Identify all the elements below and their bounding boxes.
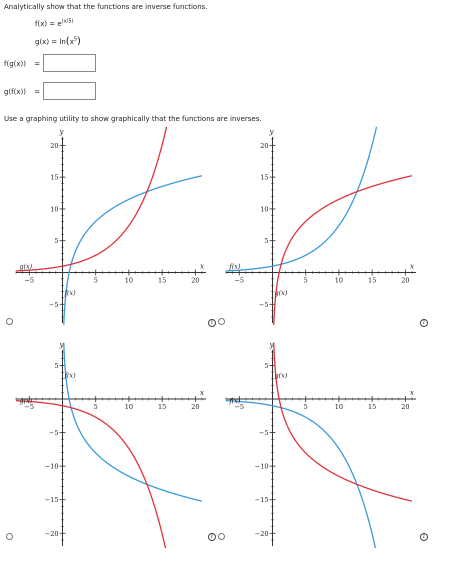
- curve-fx: [63, 175, 203, 325]
- x-tick-label: 10: [335, 403, 343, 411]
- question-prompt: Analytically show that the functions are…: [4, 3, 208, 11]
- x-tick-label: 15: [368, 403, 376, 411]
- f-label: f(x): [35, 20, 48, 28]
- gf-answer-input[interactable]: [43, 82, 96, 100]
- g-curve-label: g(x): [19, 397, 32, 405]
- g-curve-label: g(x): [19, 263, 32, 271]
- y-tick-label: −20: [255, 530, 269, 538]
- y-tick-label: −5: [259, 429, 269, 437]
- y-axis-label: y: [59, 128, 65, 136]
- curve-fx: [63, 342, 203, 502]
- x-tick-label: 10: [125, 403, 133, 411]
- x-tick-label: 10: [125, 277, 133, 285]
- x-axis-label: x: [410, 389, 414, 397]
- y-tick-label: 20: [50, 142, 58, 150]
- f-curve-label: f(x): [63, 372, 76, 380]
- y-tick-label: −5: [49, 301, 59, 309]
- x-axis-label: x: [200, 263, 204, 271]
- y-axis-label: y: [59, 341, 65, 349]
- gf-equals: =: [34, 88, 41, 96]
- f-exponent: (x/5): [61, 18, 74, 25]
- g-prefix: ln: [59, 38, 66, 46]
- y-tick-label: −20: [45, 530, 59, 538]
- g-label: g(x): [35, 38, 50, 46]
- g-curve-label: g(x): [274, 289, 287, 297]
- x-tick-label: 20: [401, 277, 409, 285]
- curve-gx: [273, 342, 413, 502]
- y-tick-label: 5: [264, 362, 268, 370]
- x-tick-label: 20: [191, 277, 199, 285]
- y-axis-label: y: [269, 128, 275, 136]
- y-tick-label: 15: [50, 174, 58, 182]
- y-tick-label: 10: [50, 205, 58, 213]
- fg-answer-input[interactable]: [43, 54, 96, 72]
- info-icon[interactable]: i: [208, 319, 216, 327]
- x-tick-label: 20: [191, 403, 199, 411]
- x-tick-label: 15: [368, 277, 376, 285]
- f-curve-label: f(x): [63, 289, 76, 297]
- y-tick-label: −5: [259, 301, 269, 309]
- g-definition: g(x) = ln(x5): [35, 36, 81, 47]
- info-icon[interactable]: i: [208, 533, 216, 541]
- curve-fx: [226, 400, 377, 548]
- fg-label: f(g(x)): [4, 60, 26, 68]
- y-tick-label: 10: [260, 205, 268, 213]
- fg-equals: =: [34, 60, 41, 68]
- answer-row-gf: g(f(x)) =: [4, 88, 40, 96]
- f-equals: =: [49, 20, 56, 28]
- radio-button-top-left[interactable]: [6, 318, 13, 325]
- y-tick-label: −15: [255, 496, 269, 504]
- graph-option-top-right: x y −5 5 10 15 20 −5 5 10 15 20 f(x) g(x): [225, 126, 416, 325]
- x-axis-label: x: [410, 263, 414, 271]
- y-tick-label: −10: [45, 463, 59, 471]
- f-curve-label: f(x): [228, 263, 241, 271]
- curve-gx: [16, 126, 168, 272]
- g-arg-exp: 5: [73, 36, 78, 43]
- y-tick-label: 5: [54, 237, 58, 245]
- x-tick-label: 5: [94, 277, 98, 285]
- x-tick-label: 15: [158, 403, 166, 411]
- answer-row-fg: f(g(x)) =: [4, 60, 40, 68]
- x-tick-label: −5: [234, 403, 244, 411]
- x-tick-label: 15: [158, 277, 166, 285]
- info-icon[interactable]: i: [420, 319, 428, 327]
- y-tick-label: 15: [260, 174, 268, 182]
- y-tick-label: 5: [264, 237, 268, 245]
- g-equals: =: [51, 38, 58, 46]
- f-definition: f(x) = e(x/5): [35, 18, 74, 28]
- gf-label: g(f(x)): [4, 88, 26, 96]
- x-tick-label: 5: [304, 277, 308, 285]
- curve-fx: [226, 126, 378, 272]
- x-tick-label: −5: [24, 277, 34, 285]
- f-base: e: [57, 20, 62, 28]
- x-tick-label: −5: [234, 277, 244, 285]
- y-tick-label: −5: [49, 429, 59, 437]
- g-curve-label: g(x): [274, 372, 287, 380]
- y-tick-label: 20: [260, 142, 268, 150]
- radio-button-bottom-right[interactable]: [218, 533, 225, 540]
- x-tick-label: −5: [24, 403, 34, 411]
- y-tick-label: −10: [255, 463, 269, 471]
- x-tick-label: 10: [335, 277, 343, 285]
- y-tick-label: −15: [45, 496, 59, 504]
- f-curve-label: f(x): [228, 397, 241, 405]
- graph-option-top-left: x y −5 5 10 15 20 −5 5 10 15 20 f(x) g(x): [15, 126, 206, 325]
- curve-gx: [16, 400, 167, 548]
- x-tick-label: 5: [94, 403, 98, 411]
- x-tick-label: 20: [401, 403, 409, 411]
- y-axis-label: y: [269, 341, 275, 349]
- graph-option-bottom-right: x y −5 5 10 15 20 −20 −15 −10 −5 5 f(x) g(x): [225, 341, 416, 548]
- graph-prompt: Use a graphing utility to show graphical…: [4, 115, 262, 123]
- x-tick-label: 5: [304, 403, 308, 411]
- x-axis-label: x: [200, 389, 204, 397]
- y-tick-label: 5: [54, 362, 58, 370]
- g-arg-base: x: [69, 38, 74, 46]
- radio-button-bottom-left[interactable]: [6, 533, 13, 540]
- radio-button-top-right[interactable]: [218, 318, 225, 325]
- curve-gx: [273, 175, 413, 325]
- info-icon[interactable]: i: [420, 533, 428, 541]
- graph-option-bottom-left: x y −5 5 10 15 20 −20 −15 −10 −5 5 f(x) g(x): [15, 341, 206, 548]
